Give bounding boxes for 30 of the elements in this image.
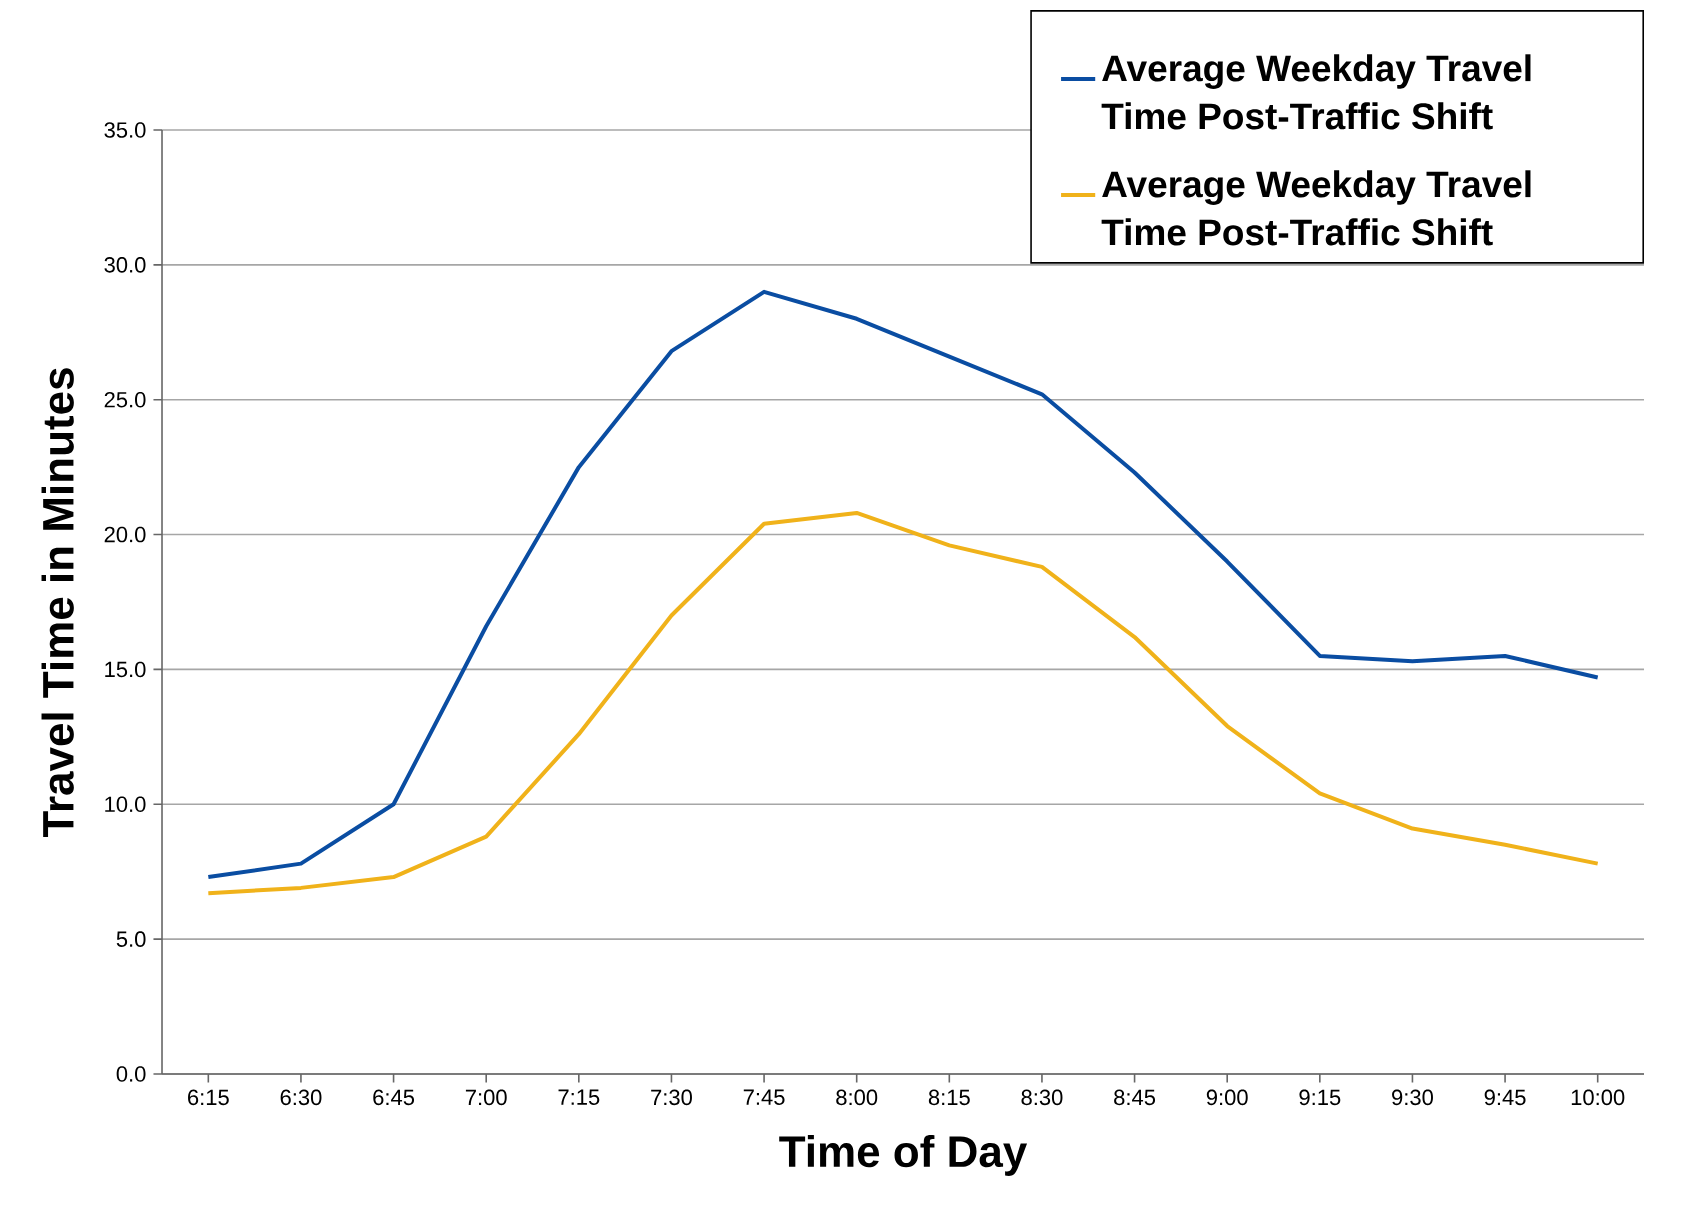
x-tick-label: 8:45 bbox=[1114, 1089, 1156, 1106]
x-tick-label: 8:30 bbox=[1021, 1089, 1063, 1106]
x-tick-label: 7:00 bbox=[465, 1089, 507, 1106]
x-tick-label: 9:15 bbox=[1299, 1089, 1341, 1106]
x-tick-label: 7:45 bbox=[743, 1089, 785, 1105]
x-tick-label: 9:30 bbox=[1392, 1089, 1433, 1106]
y-axis-title: Travel Time in Minutes bbox=[41, 368, 74, 838]
x-tick-label: 6:15 bbox=[188, 1089, 229, 1106]
x-tick-label: 10:00 bbox=[1571, 1089, 1625, 1106]
y-tick-label: 25.0 bbox=[104, 391, 146, 408]
x-tick-label: 7:15 bbox=[558, 1089, 600, 1105]
x-tick-label: 8:15 bbox=[928, 1089, 970, 1106]
x-tick-label: 6:45 bbox=[373, 1089, 415, 1106]
legend-label: Average Weekday Travel Time Post-Traffic Shift bbox=[1101, 170, 1531, 246]
x-tick-label: 7:30 bbox=[651, 1089, 692, 1106]
y-tick-label: 30.0 bbox=[104, 257, 146, 273]
y-tick-label: 35.0 bbox=[104, 122, 146, 138]
y-tick-label: 20.0 bbox=[104, 526, 146, 543]
x-axis-title: Time of Day bbox=[779, 1134, 1028, 1176]
x-tick-label: 9:00 bbox=[1206, 1089, 1248, 1106]
y-tick-label: 15.0 bbox=[105, 661, 146, 678]
x-tick-label: 6:30 bbox=[280, 1089, 322, 1106]
y-tick-label: 10.0 bbox=[105, 796, 146, 813]
line-series bbox=[206, 510, 1600, 896]
x-tick-label: 9:45 bbox=[1484, 1089, 1526, 1106]
y-tick-label: 0.0 bbox=[116, 1066, 146, 1082]
legend-label: Average Weekday Travel Time Post-Traffic Shift bbox=[1101, 54, 1531, 130]
x-tick-label: 8:00 bbox=[836, 1089, 878, 1106]
line-series bbox=[206, 289, 1600, 880]
y-tick-label: 5.0 bbox=[116, 931, 146, 947]
